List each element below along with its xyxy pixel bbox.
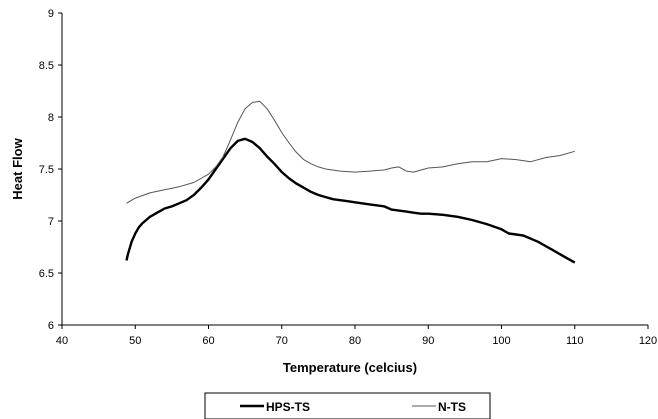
plot-area: 6 6.5 7 7.5 8 8.5 9 40 50 60 70 80 90 100 110 120 xyxy=(39,8,657,347)
x-tick-label: 50 xyxy=(129,335,141,347)
y-ticks: 6 6.5 7 7.5 8 8.5 9 xyxy=(39,8,62,332)
series-line-n-ts xyxy=(126,100,575,204)
y-tick-label: 8 xyxy=(48,112,54,124)
y-tick-label: 6.5 xyxy=(39,268,54,280)
y-tick-label: 7.5 xyxy=(39,164,54,176)
y-tick-label: 9 xyxy=(48,8,54,20)
legend-label-hps-ts: HPS-TS xyxy=(266,400,310,414)
legend-label-n-ts: N-TS xyxy=(438,400,466,414)
x-axis-title: Temperature (celcius) xyxy=(283,360,417,375)
x-tick-label: 120 xyxy=(639,335,657,347)
y-tick-label: 8.5 xyxy=(39,60,54,72)
x-tick-label: 110 xyxy=(566,335,584,347)
legend-box xyxy=(204,392,491,419)
legend: HPS-TS N-TS xyxy=(204,392,491,419)
y-tick-label: 7 xyxy=(48,216,54,228)
x-tick-label: 90 xyxy=(422,335,434,347)
y-tick-label: 6 xyxy=(48,320,54,332)
x-tick-label: 40 xyxy=(56,335,68,347)
x-tick-label: 60 xyxy=(202,335,214,347)
x-tick-label: 70 xyxy=(276,335,288,347)
x-ticks: 40 50 60 70 80 90 100 110 120 xyxy=(56,325,657,347)
series-line-hps-ts xyxy=(125,137,576,264)
series-lines xyxy=(125,100,576,264)
x-tick-label: 80 xyxy=(349,335,361,347)
y-axis-title: Heat Flow xyxy=(10,137,25,199)
x-tick-label: 100 xyxy=(492,335,510,347)
